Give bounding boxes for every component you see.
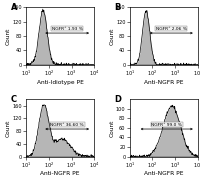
Text: NGFR⁺ 2.06 %: NGFR⁺ 2.06 % (156, 27, 187, 31)
Text: C: C (11, 94, 17, 103)
Text: NGFR⁺ 99.0 %: NGFR⁺ 99.0 % (151, 123, 182, 127)
X-axis label: Anti-NGFR PE: Anti-NGFR PE (144, 80, 184, 85)
Y-axis label: Count: Count (110, 119, 115, 137)
Text: B: B (115, 3, 121, 12)
Y-axis label: Count: Count (6, 119, 11, 137)
X-axis label: Anti-NGFR PE: Anti-NGFR PE (40, 172, 80, 176)
Text: NGFR⁺ 1.93 %: NGFR⁺ 1.93 % (52, 27, 83, 31)
X-axis label: Anti-NGFR PE: Anti-NGFR PE (144, 172, 184, 176)
Y-axis label: Count: Count (110, 27, 115, 45)
Text: D: D (115, 94, 122, 103)
Y-axis label: Count: Count (6, 27, 11, 45)
X-axis label: Anti-Idiotype PE: Anti-Idiotype PE (37, 80, 84, 85)
Text: NGFR⁺ 36.60 %: NGFR⁺ 36.60 % (50, 123, 84, 127)
Text: A: A (11, 3, 17, 12)
